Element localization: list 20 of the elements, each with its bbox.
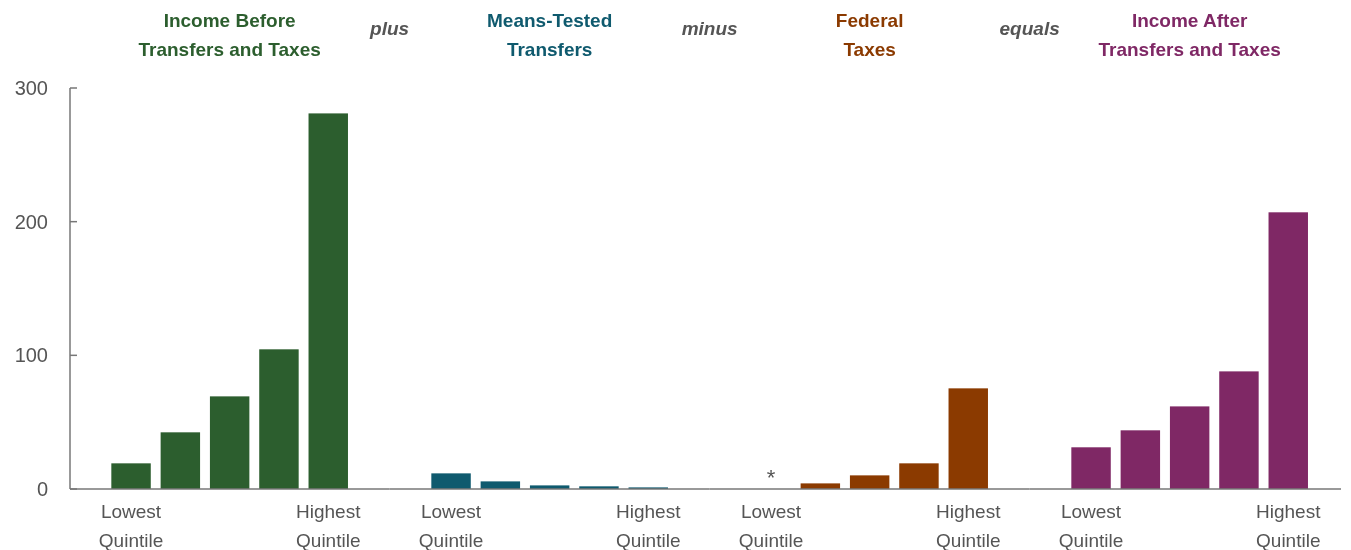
text: minus [681, 18, 738, 39]
chart-title: Income Before Transfers and Taxes [138, 10, 321, 60]
text: plus [369, 18, 410, 39]
x-tick-label: Highest Quintile [296, 501, 362, 550]
chart-title: Federal Taxes [835, 10, 904, 60]
y-tick-label: 100 [14, 344, 48, 367]
chart-title: Means-Tested Transfers [487, 10, 613, 60]
x-tick-label: Highest Quintile [1256, 501, 1322, 550]
chart-title: Income After Transfers and Taxes [1098, 10, 1281, 60]
x-tick-label: Lowest Quintile [1058, 501, 1124, 550]
x-tick-label: Highest Quintile [936, 501, 1002, 550]
y-tick-label: 300 [14, 77, 48, 99]
x-tick-label: Lowest Quintile [418, 501, 484, 550]
y-tick-label: 0 [36, 478, 48, 500]
x-tick-label: Lowest Quintile [98, 501, 164, 550]
text: equals [999, 18, 1060, 39]
y-tick-label: 200 [14, 210, 48, 233]
data-label: * [766, 465, 776, 490]
x-tick-label: Lowest Quintile [738, 501, 804, 550]
x-tick-label: Highest Quintile [616, 501, 682, 550]
